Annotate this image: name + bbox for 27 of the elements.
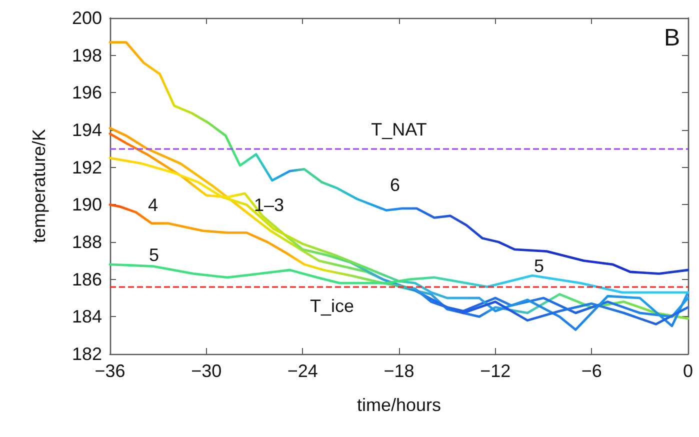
y-tick-label: 198: [72, 45, 102, 66]
annotation: 1–3: [254, 195, 284, 215]
x-tick-label: −18: [384, 361, 414, 381]
y-tick-label: 190: [72, 194, 102, 215]
x-axis-title: time/hours: [356, 395, 442, 415]
x-tick-label: −30: [191, 361, 222, 381]
annotation: 4: [148, 195, 158, 215]
y-tick-label: 188: [72, 232, 102, 252]
annotation: B: [664, 24, 680, 52]
x-tick-label: −12: [480, 361, 511, 381]
annotation: 5: [534, 256, 544, 276]
x-tick-label: −36: [94, 361, 126, 381]
y-axis-title: temperature/K: [29, 128, 49, 244]
y-tick-label: 196: [72, 82, 102, 103]
x-tick-label: −6: [581, 361, 602, 381]
annotation: 5: [149, 245, 160, 265]
y-tick-label: 192: [72, 157, 102, 178]
y-tick-label: 182: [72, 344, 102, 364]
ref-line-label: T_ice: [310, 296, 354, 316]
ref-line-label: T_NAT: [371, 120, 427, 140]
y-tick-label: 200: [72, 8, 102, 28]
annotation: 6: [390, 175, 400, 195]
x-tick-label: −24: [287, 361, 318, 381]
y-tick-label: 184: [72, 306, 102, 327]
y-tick-label: 194: [72, 120, 102, 140]
x-tick-label: 0: [682, 361, 694, 381]
y-tick-label: 186: [72, 269, 102, 290]
